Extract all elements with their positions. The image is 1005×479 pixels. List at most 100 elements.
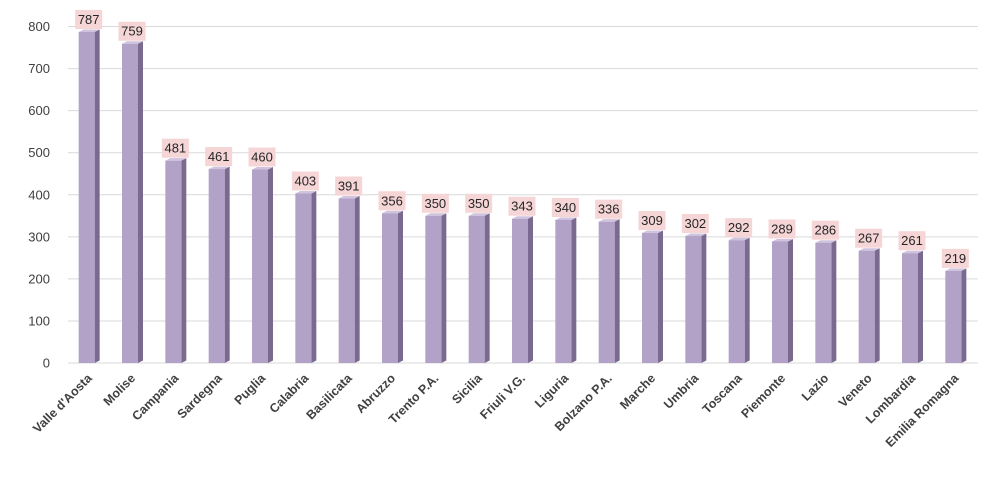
bar-top	[295, 190, 317, 194]
data-label: 356	[378, 191, 406, 211]
bar-top	[815, 240, 837, 243]
bar-front	[685, 235, 702, 363]
data-label: 219	[941, 248, 969, 268]
bar-side	[311, 190, 317, 363]
bar-side	[744, 237, 750, 363]
data-label-text: 350	[424, 196, 446, 211]
data-label-bg	[161, 138, 189, 158]
data-label-bg	[335, 176, 363, 196]
bar-front	[815, 242, 832, 363]
bar-front	[945, 270, 962, 363]
x-category-label: Sicilia	[449, 370, 485, 406]
data-label-bg	[75, 9, 103, 29]
bar	[555, 217, 577, 363]
data-label-bg	[941, 248, 969, 268]
bar	[728, 237, 750, 363]
bar-front	[858, 250, 875, 363]
bar-side	[138, 41, 143, 363]
bar-top	[165, 158, 187, 161]
data-label: 461	[205, 147, 233, 167]
x-category-label: Puglia	[232, 370, 269, 407]
x-category-label: Liguria	[532, 370, 572, 410]
data-label-text: 340	[554, 200, 576, 215]
x-category-label: Piemonte	[738, 371, 788, 421]
bar	[642, 230, 663, 363]
bar-front	[165, 160, 182, 363]
data-label-text: 267	[858, 231, 880, 246]
bar-side	[354, 196, 360, 363]
data-label: 336	[595, 199, 623, 219]
data-label-text: 309	[641, 213, 663, 228]
data-label: 340	[551, 197, 579, 217]
bar-side	[788, 238, 793, 363]
bar-front	[555, 219, 572, 363]
x-category-label: Veneto	[836, 371, 875, 410]
bar-top	[512, 216, 533, 219]
bar	[122, 41, 143, 363]
data-label-text: 219	[944, 251, 966, 266]
x-category-label: Abruzzo	[353, 371, 398, 416]
bar	[425, 213, 447, 363]
bar-front	[295, 193, 312, 363]
data-label: 350	[421, 193, 449, 213]
data-label-bg	[421, 193, 449, 213]
bar-side	[658, 230, 663, 363]
y-tick-label: 0	[43, 356, 50, 371]
data-label-bg	[768, 219, 796, 239]
bars	[78, 29, 967, 363]
bar-top	[945, 268, 967, 271]
bar-front	[642, 233, 658, 363]
bar-front	[338, 198, 355, 363]
y-tick-label: 700	[28, 61, 50, 76]
data-label: 343	[508, 196, 536, 216]
bar-side	[874, 248, 880, 363]
bar-front	[598, 221, 615, 363]
data-label-bg	[725, 218, 753, 238]
data-label-bg	[248, 147, 276, 167]
bar-side	[441, 213, 447, 363]
bar-top	[555, 217, 577, 220]
y-tick-label: 100	[28, 313, 50, 328]
y-tick-label: 600	[28, 103, 50, 118]
data-label: 460	[248, 147, 276, 167]
bar-top	[122, 41, 143, 44]
x-category-label: Friuli V.G.	[477, 371, 528, 422]
bar-front	[512, 218, 528, 363]
bar-side	[224, 166, 230, 363]
data-label-text: 759	[121, 24, 143, 39]
bar	[772, 238, 793, 363]
data-label-bg	[638, 211, 666, 231]
x-category-label: Molise	[101, 371, 138, 408]
bar	[902, 250, 923, 363]
data-label-text: 336	[598, 202, 620, 217]
y-axis-ticks: 0 100 200 300 400 500 600 700 800	[28, 19, 50, 371]
data-label-text: 460	[251, 150, 273, 165]
data-label-text: 481	[164, 141, 186, 156]
bar	[382, 210, 403, 363]
bar-front	[728, 240, 745, 363]
data-label-text: 302	[684, 216, 706, 231]
y-tick-label: 300	[28, 229, 50, 244]
y-tick-label: 800	[28, 19, 50, 34]
x-category-label: Campania	[129, 370, 182, 423]
data-label-text: 261	[901, 233, 923, 248]
data-label-bg	[465, 193, 493, 213]
bar	[512, 216, 533, 363]
bar-front	[382, 213, 398, 363]
x-category-label: Basilicata	[304, 370, 356, 422]
bar-top	[338, 196, 360, 199]
bar-side	[528, 216, 533, 363]
data-label-text: 787	[78, 12, 100, 27]
bar	[252, 167, 273, 363]
data-label: 309	[638, 211, 666, 231]
bar	[208, 166, 230, 363]
bar-front	[252, 169, 268, 363]
bar	[858, 248, 880, 363]
bar-front	[772, 241, 788, 363]
data-label: 289	[768, 219, 796, 239]
bar-side	[484, 213, 490, 363]
data-label-bg	[898, 231, 926, 251]
data-label: 302	[681, 213, 709, 233]
bar-top	[642, 230, 663, 234]
